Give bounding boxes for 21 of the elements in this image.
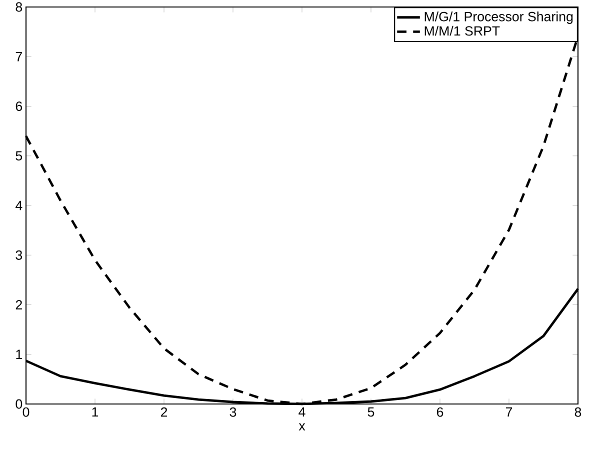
x-axis-title: x — [298, 423, 306, 430]
x-tick-label: 2 — [160, 407, 168, 417]
y-tick-label: 4 — [16, 200, 22, 210]
y-tick-label: 6 — [16, 102, 22, 111]
legend-label: M/M/1 SRPT — [424, 26, 500, 36]
y-tick-label: 8 — [16, 2, 22, 12]
y-tick-label: 2 — [16, 300, 22, 310]
x-tick-label: 4 — [298, 407, 306, 417]
x-tick-label: 5 — [368, 407, 374, 417]
x-tick-label: 6 — [436, 407, 444, 417]
legend-label: M/G/1 Processor Sharing — [424, 12, 573, 24]
y-tick-label: 5 — [16, 151, 22, 161]
x-tick-label: 7 — [506, 407, 512, 417]
x-tick-label: 3 — [230, 407, 236, 417]
x-tick-label: 0 — [22, 407, 30, 417]
x-tick-label: 1 — [92, 407, 98, 417]
y-tick-label: 1 — [16, 350, 22, 359]
y-tick-label: 0 — [16, 399, 22, 409]
y-tick-label: 3 — [16, 250, 22, 260]
x-tick-label: 8 — [574, 407, 582, 417]
y-tick-label: 7 — [16, 52, 22, 62]
